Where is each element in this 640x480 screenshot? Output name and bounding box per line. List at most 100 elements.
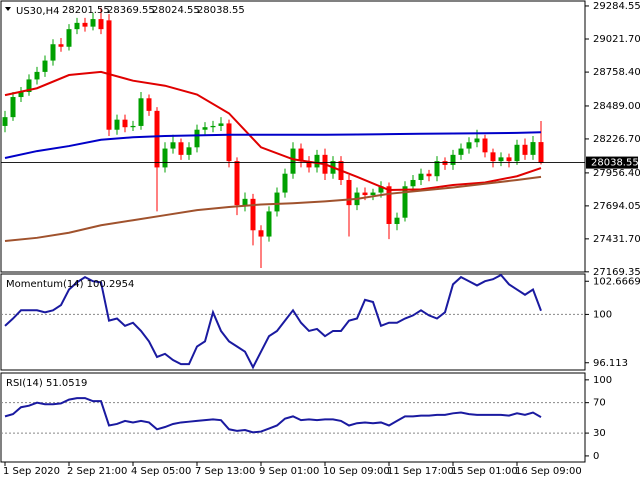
candle-body [226,123,232,162]
candle-body [74,22,80,30]
candle-body [474,138,480,143]
y-tick-label: 27169.35 [593,267,640,278]
y-tick-label: 100 [593,309,612,320]
candle-body [426,173,432,177]
candle-body [154,110,160,168]
indicator-line [4,273,542,370]
candle-body [146,98,152,111]
candle-body [290,148,296,174]
candle-body [26,79,32,93]
x-tick-label: 2 Sep 21:00 [67,466,127,477]
candle-body [498,157,504,162]
x-tick-label: 16 Sep 09:00 [515,466,582,477]
x-tick-label: 1 Sep 2020 [3,466,60,477]
candle-body [522,144,528,155]
candle-body [306,161,312,168]
candle-body [98,19,104,30]
header-high: 28369.55 [107,5,155,16]
moving-average [4,70,542,192]
candle-body [114,119,120,130]
candle-body [314,154,320,168]
pane-title: US30,H4 [16,6,59,17]
candle-body [194,129,200,148]
y-tick-label: 27956.40 [593,168,640,179]
candle-body [458,148,464,155]
y-tick-label: 96.113 [593,358,628,369]
header-open: 28201.55 [62,5,110,16]
candle-body [10,97,16,118]
current-price-box [586,156,638,169]
candle-body [130,125,136,128]
pane-frame [0,273,586,371]
y-tick-label: 27694.05 [593,201,640,212]
candle-body [530,142,536,155]
candle-body [434,161,440,177]
candle-body [242,198,248,206]
candle-body [2,117,8,126]
candle-body [514,144,520,162]
candle-body [162,148,168,168]
current-price-label: 28038.55 [591,158,639,169]
candle-body [42,60,48,72]
candle-body [18,92,24,98]
y-tick-label: 28226.70 [593,134,640,145]
x-tick-label: 10 Sep 09:00 [323,466,390,477]
candle-body [490,152,496,162]
y-tick-label: 30 [593,428,606,439]
candle-body [410,179,416,187]
candle-body [442,161,448,165]
candle-body [266,211,272,237]
pane-frame [0,0,586,273]
y-tick-label: 70 [593,398,606,409]
candle-body [394,217,400,224]
y-tick-label: 29284.55 [593,1,640,12]
candle-body [186,147,192,155]
candle-body [418,173,424,180]
y-tick-label: 28489.00 [593,101,640,112]
y-tick-label: 100 [593,375,612,386]
candle-body [362,192,368,196]
x-tick-label: 4 Sep 05:00 [131,466,191,477]
candle-body [250,198,256,231]
candle-body [482,138,488,153]
candle-body [202,127,208,130]
y-tick-label: 27431.70 [593,234,640,245]
x-tick-label: 9 Sep 01:00 [259,466,319,477]
menu-triangle [5,7,11,11]
candle-body [282,173,288,193]
pane-title: Momentum(14) 100.2954 [6,279,134,290]
candle-body [170,142,176,149]
candle-body [138,98,144,126]
x-tick-label: 7 Sep 13:00 [195,466,255,477]
header-low: 28024.55 [152,5,200,16]
candle-body [122,119,128,128]
x-tick-label: 15 Sep 01:00 [451,466,518,477]
candle-body [466,142,472,149]
y-tick-label: 102.6669 [593,276,640,287]
candle-body [90,19,96,27]
candle-body [258,230,264,237]
y-tick-label: 0 [593,451,599,462]
candle-body [66,29,72,47]
indicator-line [4,397,542,434]
y-tick-label: 29021.70 [593,34,640,45]
x-tick-label: 11 Sep 17:00 [387,466,454,477]
moving-average [4,175,542,242]
candle-body [34,71,40,80]
candle-body [402,186,408,218]
candle-body [378,186,384,193]
candle-body [234,161,240,206]
y-tick-label: 28758.40 [593,67,640,78]
candle-body [210,125,216,128]
moving-average [4,131,542,159]
candle-body [82,22,88,27]
header-close: 28038.55 [197,5,245,16]
candle-body [538,142,544,163]
pane-title: RSI(14) 51.0519 [6,378,87,389]
candle-body [450,154,456,165]
candle-body [298,148,304,162]
candle-body [274,192,280,212]
candle-body [50,44,56,61]
